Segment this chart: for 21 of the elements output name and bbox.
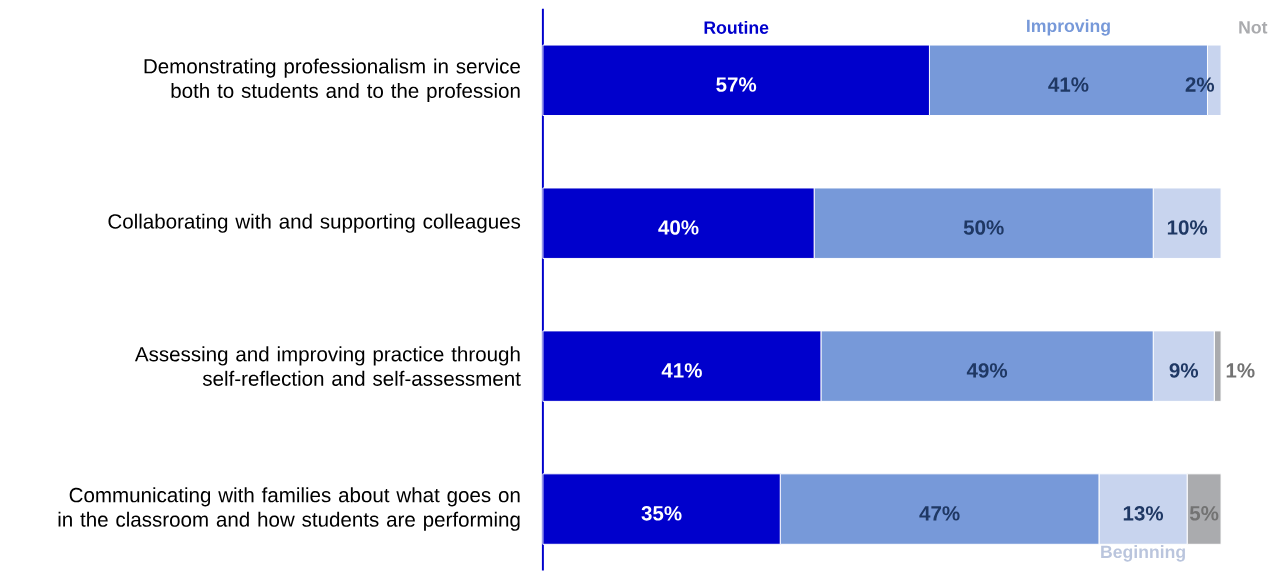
data-label: 40% <box>658 220 699 235</box>
data-label: 41% <box>1048 77 1089 92</box>
data-label: 1% <box>1226 362 1255 378</box>
data-label: 13% <box>1123 505 1164 521</box>
y-tick-label: Communicating with families about what goes on in the classroom and how students are performing <box>58 487 520 531</box>
data-label: 10% <box>1167 220 1208 235</box>
series-label: Beginning <box>1101 544 1185 562</box>
data-label: 9% <box>1169 362 1199 378</box>
data-label: 57% <box>716 77 757 92</box>
text: Not <box>1239 21 1268 34</box>
y-tick-label: Demonstrating professionalism in service both to students and to the profession <box>144 58 520 102</box>
data-label: 49% <box>966 362 1008 378</box>
data-label: 35% <box>641 505 682 521</box>
data-label: 41% <box>661 362 702 378</box>
data-label: 5% <box>1189 505 1219 521</box>
y-tick-label: Collaborating with and supporting colleagues <box>108 213 521 233</box>
y-tick-label: Assessing and improving practice through self-reflection and self-assessment <box>134 346 521 386</box>
series-label: Routine <box>704 20 769 34</box>
data-label: 50% <box>963 220 1004 235</box>
series-label: Improving <box>1027 18 1110 36</box>
data-label: 47% <box>919 505 960 521</box>
